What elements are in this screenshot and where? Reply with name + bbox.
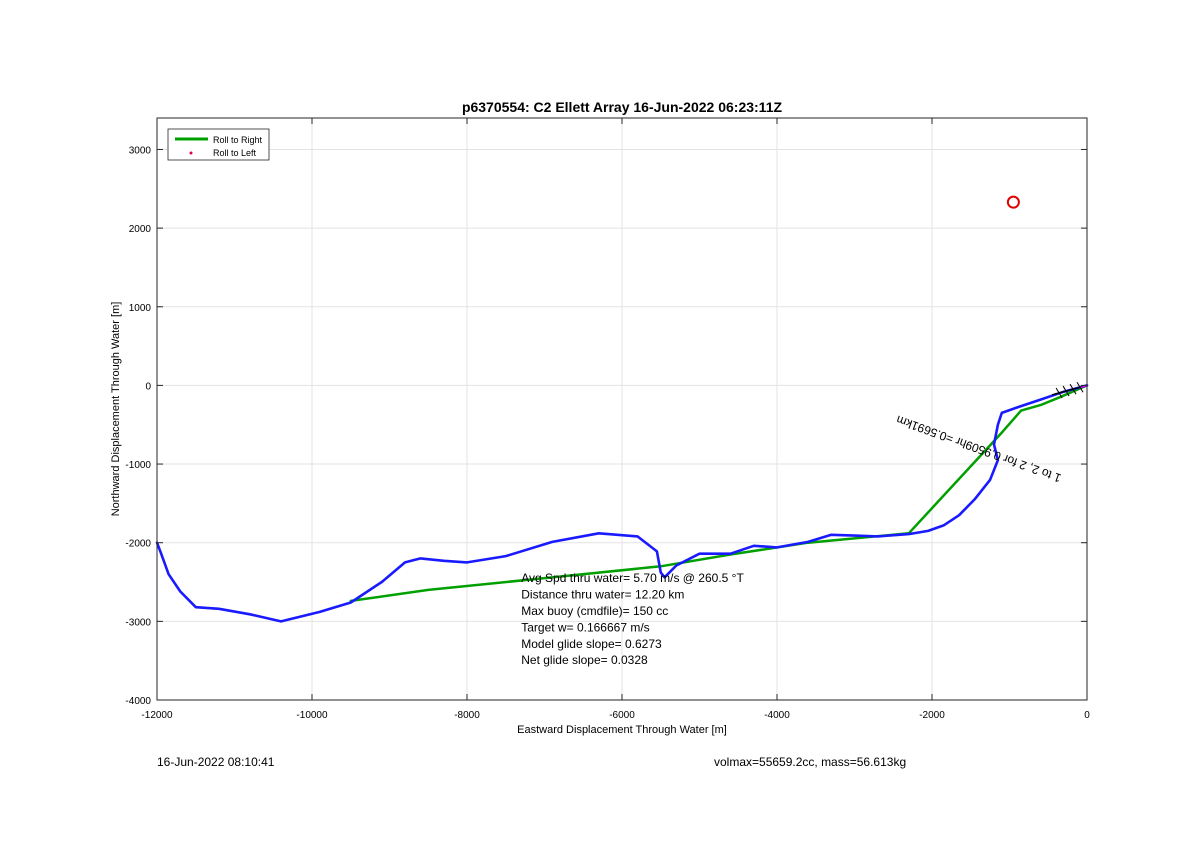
legend-marker-roll-left [189, 151, 193, 155]
y-axis-label: Northward Displacement Through Water [m] [110, 302, 122, 517]
legend-label-roll-left: Roll to Left [213, 148, 257, 158]
arrow-hatch [1076, 382, 1084, 393]
arrow-hatch [1062, 385, 1070, 397]
grid [156, 118, 1088, 701]
segment-label: 1 to 2, 2 for 0.9509hr =0.5691km [894, 413, 1063, 486]
series-line-track [155, 384, 1089, 623]
x-tick-label: -12000 [141, 710, 173, 721]
y-tick-label: 3000 [129, 145, 152, 156]
series-group [155, 384, 1089, 623]
arrow-hatch [1069, 383, 1077, 395]
legend: Roll to Right Roll to Left [167, 128, 270, 161]
x-tick-label: -2000 [919, 710, 945, 721]
y-tick-label: 2000 [129, 224, 152, 235]
y-tick-label: 1000 [129, 303, 152, 314]
stats-annotation: Model glide slope= 0.6273 [521, 637, 662, 651]
tick-group: -12000 -10000 -8000 -6000 -4000 -2000 0-4000-3… [125, 118, 1090, 721]
stats-annotation: Distance thru water= 12.20 km [521, 588, 684, 602]
y-tick-label: -2000 [125, 539, 151, 550]
stats-annotation: Avg Spd thru water= 5.70 m/s @ 260.5 °T [521, 571, 744, 585]
x-tick-label: 0 [1084, 710, 1090, 721]
chart-title: p6370554: C2 Ellett Array 16-Jun-2022 06… [462, 99, 783, 115]
stats-annotation: Target w= 0.166667 m/s [521, 621, 649, 635]
series-line-roll-right [349, 384, 1089, 603]
stats-annotation: Net glide slope= 0.0328 [521, 653, 648, 667]
arrow-hatch [1055, 387, 1063, 399]
x-tick-label: -8000 [454, 710, 480, 721]
y-tick-label: -4000 [125, 696, 151, 707]
target-marker [1006, 195, 1020, 209]
y-tick-label: -1000 [125, 460, 151, 471]
footer-mass-info: volmax=55659.2cc, mass=56.613kg [714, 755, 907, 769]
y-tick-label: 0 [145, 381, 151, 392]
footer-timestamp: 16-Jun-2022 08:10:41 [157, 755, 275, 769]
y-tick-label: -3000 [125, 617, 151, 628]
x-tick-label: -10000 [296, 710, 328, 721]
x-tick-label: -4000 [764, 710, 790, 721]
x-axis-label: Eastward Displacement Through Water [m] [517, 724, 727, 736]
legend-box [167, 128, 270, 161]
stats-annotation: Max buoy (cmdfile)= 150 cc [521, 604, 668, 618]
x-tick-label: -6000 [609, 710, 635, 721]
legend-label-roll-right: Roll to Right [213, 135, 263, 145]
